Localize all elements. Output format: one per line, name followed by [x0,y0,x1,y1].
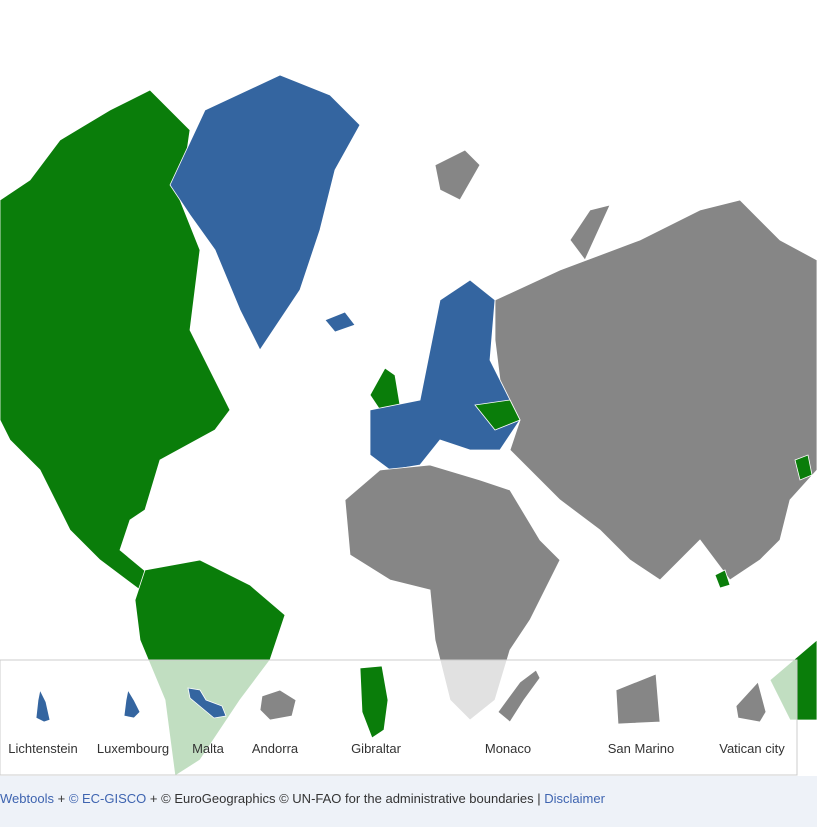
vatican-shape [735,681,767,723]
arctic-islands [569,204,611,261]
inset-box [0,659,798,776]
inset-label: Lichtenstein [8,741,77,756]
lichtenstein-shape [35,688,51,723]
disclaimer-link[interactable]: Disclaimer [544,791,605,806]
inset-label: Andorra [252,741,299,756]
footer-text: + © EuroGeographics © UN-FAO for the adm… [149,791,541,806]
malaysia [714,569,731,589]
san-marino-shape [615,673,661,725]
malta-shape [187,687,227,719]
africa [344,464,561,721]
inset-label: Malta [192,741,225,756]
inset-shapes [35,665,767,739]
luxembourg-shape [123,688,141,719]
asia [494,199,817,581]
inset-label: Monaco [485,741,531,756]
uk [369,367,401,411]
gibraltar-shape [359,665,389,739]
map: Lichtenstein Luxembourg Malta Andorra Gibral… [0,74,817,776]
footer: Webtools + © EC-GISCO + © EuroGeographic… [0,776,817,827]
inset-label: San Marino [608,741,674,756]
footer-line: Webtools + © EC-GISCO + © EuroGeographic… [0,791,605,806]
arctic-islands [434,149,481,201]
andorra-shape [259,689,297,721]
north-america [0,89,231,591]
gisco-link[interactable]: © EC-GISCO [68,791,147,806]
japan [794,454,813,481]
inset-labels: Lichtenstein Luxembourg Malta Andorra Gibral… [8,741,785,756]
inset-label: Vatican city [719,741,785,756]
inset-label: Luxembourg [97,741,169,756]
inset-label: Gibraltar [351,741,402,756]
ukraine [474,399,521,431]
footer-text: + [57,791,66,806]
webtools-link[interactable]: Webtools [0,791,54,806]
greenland [169,74,361,351]
iceland [324,311,356,333]
world-map [0,74,817,776]
monaco-shape [497,669,541,723]
